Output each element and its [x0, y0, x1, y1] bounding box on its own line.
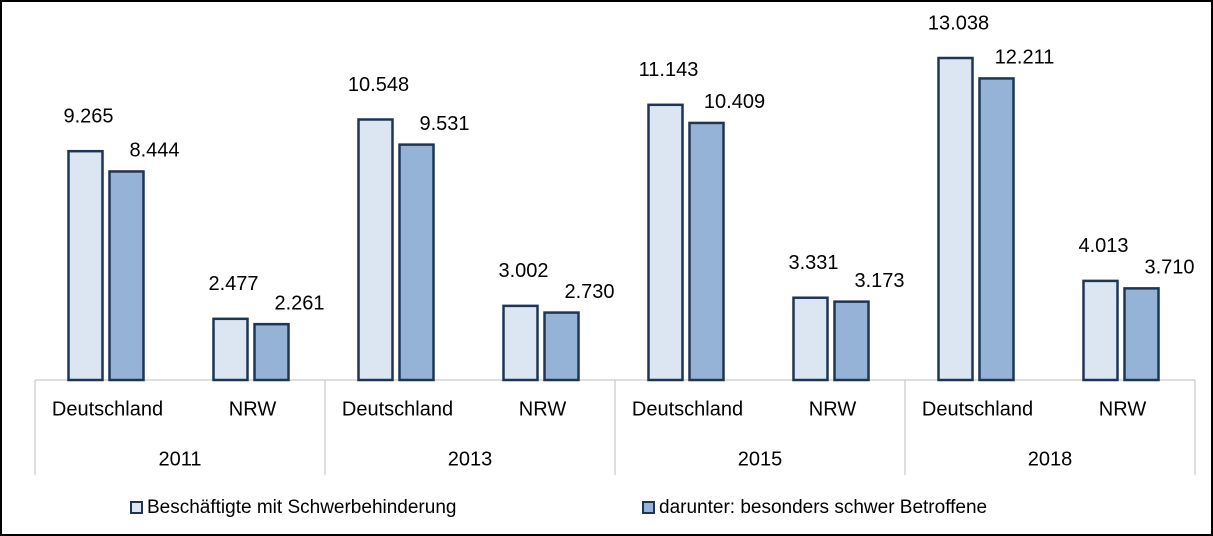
bar [357, 118, 394, 382]
data-label: 12.211 [995, 47, 1055, 69]
data-label: 3.710 [1144, 257, 1194, 279]
data-label: 3.002 [498, 260, 548, 282]
bar [647, 103, 684, 382]
bar [688, 121, 725, 382]
x-tick-label: NRW [519, 398, 567, 420]
legend-label: Beschäftigte mit Schwerbehinderung [147, 497, 456, 518]
data-label: 2.730 [564, 281, 614, 303]
data-label: 9.531 [419, 113, 469, 135]
data-label: 2.261 [274, 292, 324, 314]
bar [543, 311, 580, 382]
bar [67, 149, 104, 382]
data-label: 3.331 [788, 252, 838, 274]
x-tick-label: Deutschland [342, 398, 453, 420]
bar [398, 143, 435, 382]
legend-swatch [642, 501, 655, 514]
x-tick-label: NRW [1099, 398, 1147, 420]
bar [108, 170, 145, 382]
data-label: 4.013 [1078, 235, 1128, 257]
x-tick-label: Deutschland [52, 398, 163, 420]
data-label: 2.477 [208, 273, 258, 295]
bar [1082, 279, 1119, 382]
group-label: 2015 [738, 448, 783, 470]
x-tick-label: NRW [809, 398, 857, 420]
bar [502, 304, 539, 382]
x-tick-label: NRW [229, 398, 277, 420]
bar [253, 322, 290, 382]
bar [1123, 287, 1160, 382]
data-label: 8.444 [129, 140, 179, 162]
x-tick-label: Deutschland [922, 398, 1033, 420]
group-label: 2013 [448, 448, 493, 470]
group-label: 2018 [1028, 448, 1073, 470]
bar [978, 77, 1015, 382]
bar [937, 56, 974, 382]
group-label: 2011 [158, 448, 201, 470]
data-label: 9.265 [63, 105, 113, 127]
bar [212, 317, 249, 382]
data-label: 3.173 [854, 270, 904, 292]
x-tick-label: Deutschland [632, 398, 743, 420]
bar [792, 296, 829, 382]
legend-label: darunter: besonders schwer Betroffene [659, 497, 987, 518]
data-label: 13.038 [928, 12, 989, 34]
data-label: 10.409 [704, 91, 765, 113]
bar [833, 300, 870, 382]
legend-swatch [130, 501, 143, 514]
data-label: 10.548 [348, 74, 409, 96]
data-label: 11.143 [639, 59, 699, 81]
